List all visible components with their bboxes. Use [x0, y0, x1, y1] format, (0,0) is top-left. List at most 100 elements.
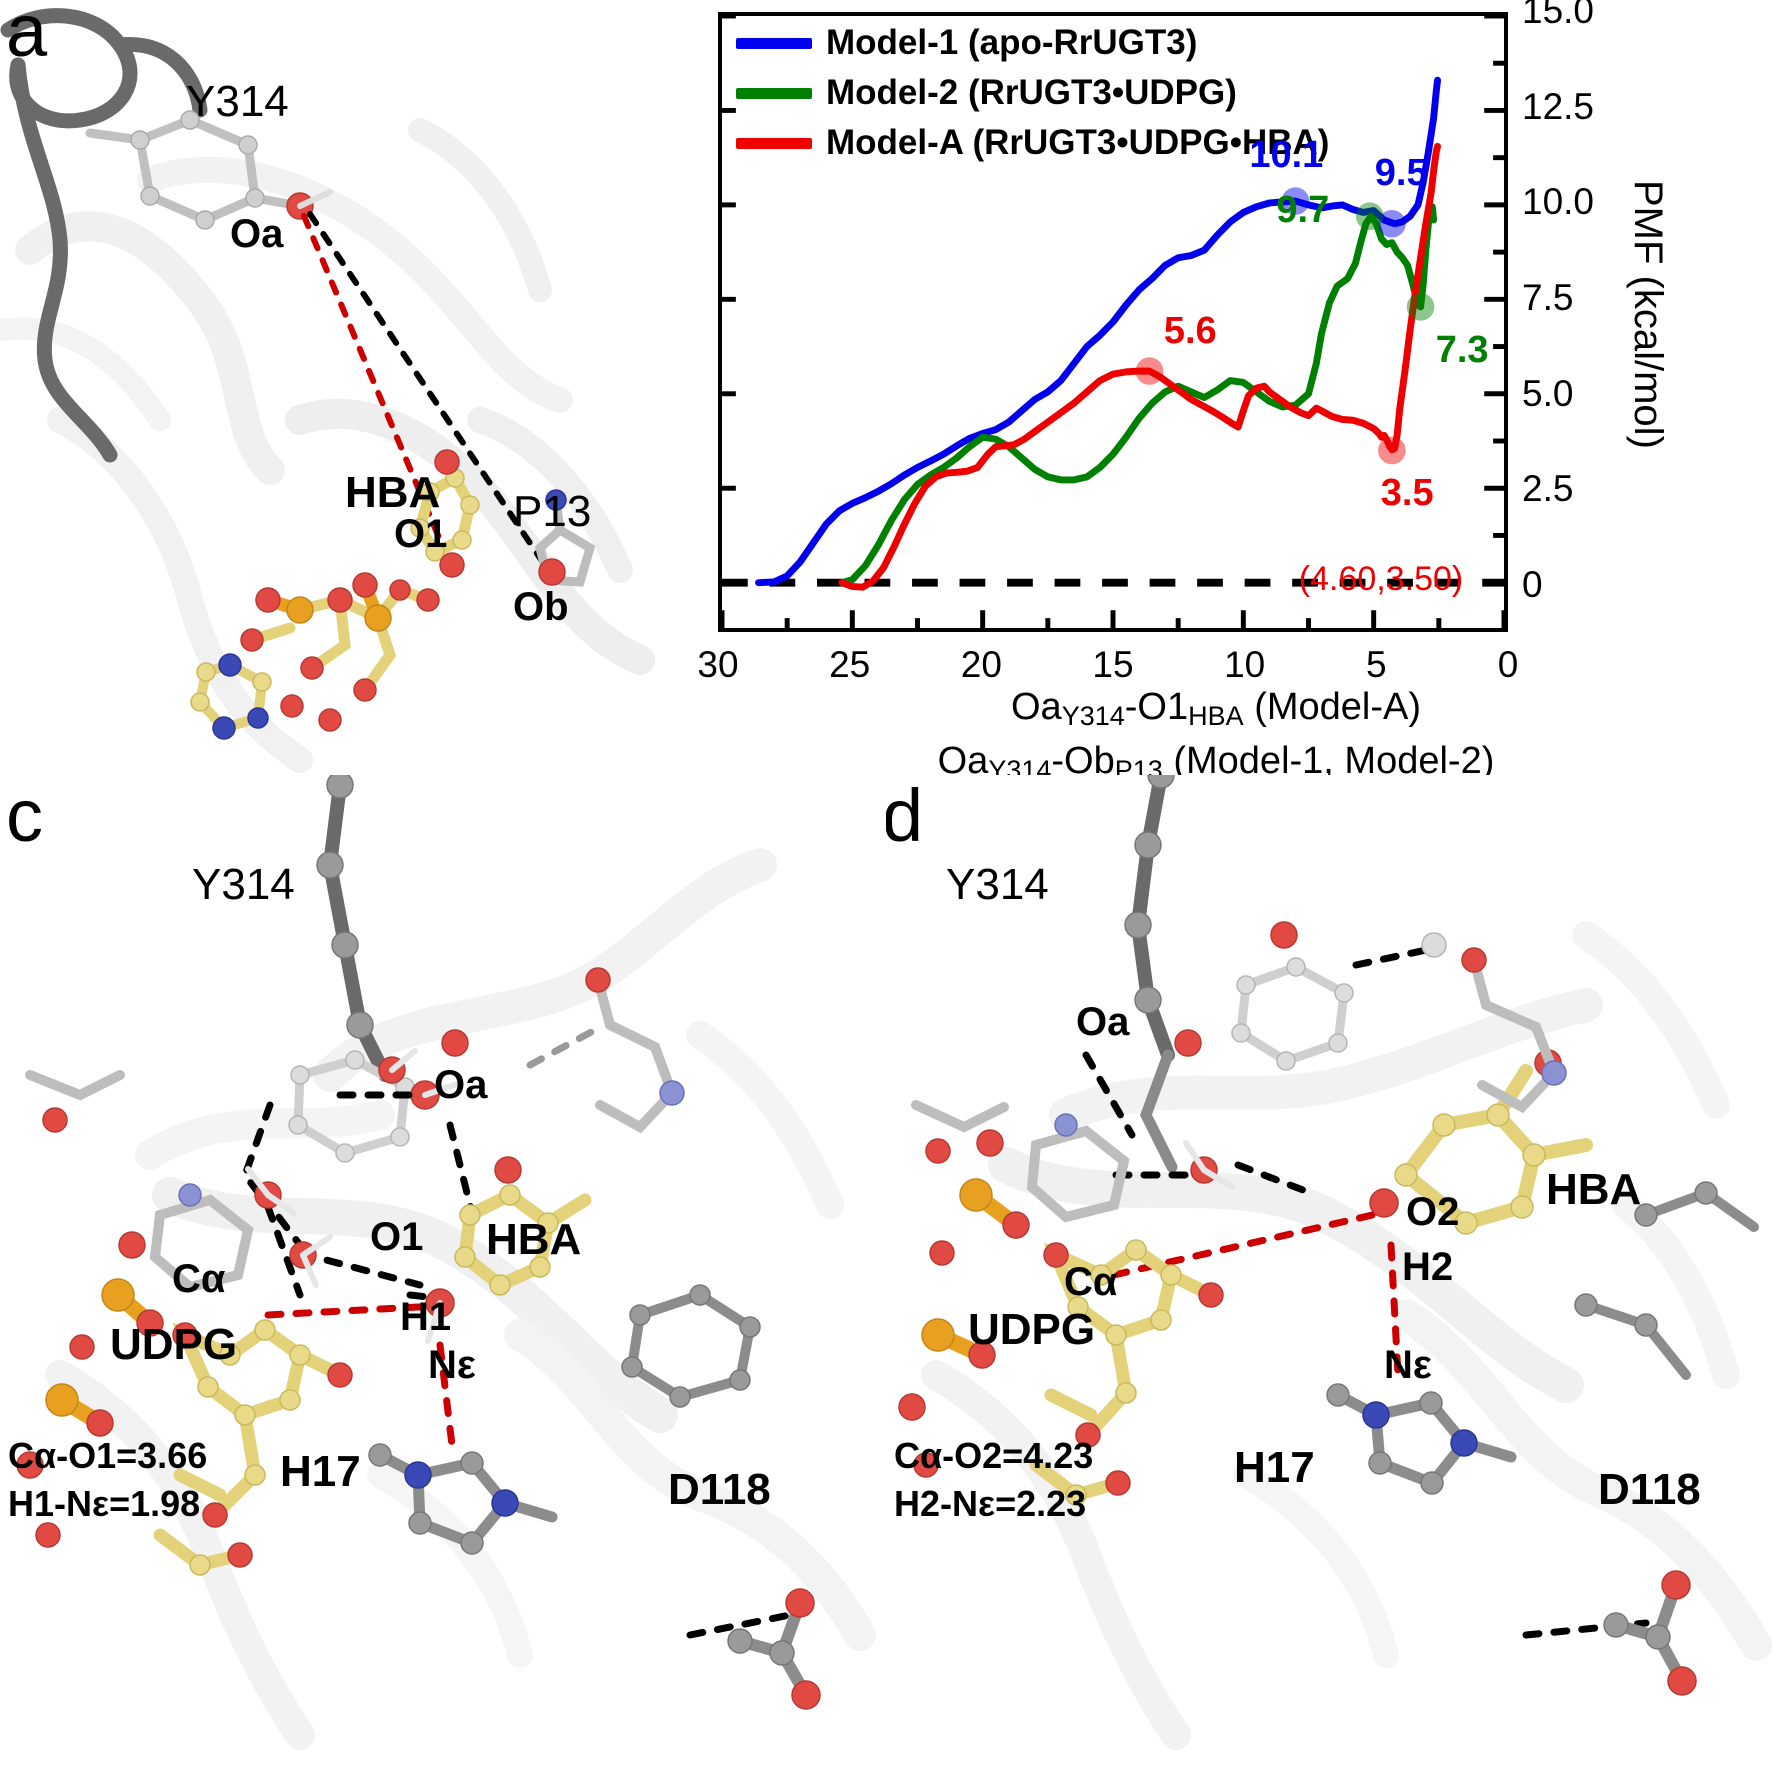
label-h17: H17 — [1234, 1443, 1315, 1492]
label-oa: Oa — [1076, 1000, 1130, 1044]
legend-item-model-2: Model-2 (RrUGT3•UDPG) — [736, 68, 1329, 118]
hbond-line-5 — [296, 1249, 424, 1289]
label-d118: D118 — [668, 1465, 771, 1514]
label-udpg: UDPG — [968, 1305, 1096, 1354]
annotation-4: 5.6 — [1163, 309, 1217, 352]
annotation-1: 9.5 — [1374, 152, 1428, 195]
chart-container: Model-1 (apo-RrUGT3) Model-2 (RrUGT3•UDP… — [660, 0, 1772, 775]
legend-swatch-model-a — [736, 137, 812, 149]
red-line-ca-o2 — [1110, 1209, 1385, 1279]
x-tick-label-5: 5 — [1366, 644, 1387, 685]
measurement-h2-ne: H2-Nε=2.23 — [894, 1483, 1087, 1524]
y-axis-title: PMF (kcal/mol) — [1626, 180, 1670, 449]
y-tick-label-6: 15.0 — [1522, 0, 1595, 31]
atom-ob-sphere — [538, 558, 566, 586]
label-nepsilon: Nε — [1384, 1343, 1432, 1387]
xtitle-1-b: -O1 — [1124, 686, 1189, 728]
red-line-ca-o1 — [264, 1301, 459, 1319]
red-line-h2-ne — [1387, 1241, 1402, 1379]
plot-frame — [718, 12, 1508, 632]
legend-swatch-model-1 — [736, 37, 812, 49]
hbond-line-4 — [264, 1203, 304, 1299]
label-y314: Y314 — [192, 860, 295, 909]
label-udpg: UDPG — [110, 1320, 238, 1369]
x-axis-title-line-2: OaY314-ObP13 (Model-1, Model-2) — [660, 740, 1772, 775]
atom-o1-sphere — [439, 552, 465, 578]
xtitle-1-a: Oa — [1010, 686, 1062, 728]
xtitle-2-b: -Ob — [1051, 740, 1115, 775]
annotation-0: 10.1 — [1249, 133, 1324, 176]
panel-c-structure: c Y314 Oa O1 HBA Cα UDPG H1 Nε H17 D118 … — [0, 775, 886, 1775]
x-tick-label-0: 30 — [697, 644, 739, 685]
xtitle-2-sub-a: Y314 — [988, 754, 1052, 775]
panel-letter-d: d — [886, 775, 924, 857]
label-hba: HBA — [1546, 1165, 1642, 1214]
atom-ne-sphere — [1362, 1401, 1390, 1429]
atom-oa-sphere — [1174, 1029, 1202, 1057]
label-ob: Ob — [513, 585, 569, 629]
legend-item-model-1: Model-1 (apo-RrUGT3) — [736, 18, 1329, 68]
label-nepsilon: Nε — [428, 1343, 476, 1387]
legend-label-model-a: Model-A (RrUGT3•UDPG•HBA) — [826, 123, 1330, 162]
label-h2: H2 — [1402, 1245, 1454, 1289]
label-hba: HBA — [486, 1215, 582, 1264]
x-tick-label-4: 10 — [1224, 644, 1266, 685]
annotation-2: 9.7 — [1276, 188, 1330, 231]
label-p13: P13 — [513, 487, 592, 536]
plot-curves — [722, 16, 1504, 628]
panel-a-structure: a Y314 Oa HBA O1 P13 Ob — [0, 0, 660, 775]
hbond-line-9 — [686, 1611, 794, 1639]
annotation-5: 3.5 — [1380, 472, 1434, 515]
hbond-line-top — [1352, 946, 1430, 969]
panel-letter-a: a — [6, 0, 48, 72]
x-tick-label-1: 25 — [829, 644, 871, 685]
y-tick-label-2: 5.0 — [1522, 372, 1574, 414]
xtitle-2-sub-b: P13 — [1114, 754, 1163, 775]
panel-b-pmf-chart: b Model-1 (apo-RrUGT3) Model-2 (RrUGT3•U… — [660, 0, 1772, 775]
label-h1: H1 — [400, 1295, 452, 1339]
label-hba: HBA — [345, 468, 441, 517]
label-d118: D118 — [1598, 1465, 1701, 1514]
label-calpha: Cα — [172, 1257, 226, 1301]
atom-ne-sphere — [404, 1461, 432, 1489]
hbond-line-2 — [241, 1101, 274, 1199]
label-oa: Oa — [434, 1063, 488, 1107]
panel-d-molecular-render — [886, 775, 1772, 1775]
hbond-line-7 — [526, 1026, 599, 1069]
hbond-line-left — [1082, 1051, 1136, 1139]
legend-label-model-1: Model-1 (apo-RrUGT3) — [826, 23, 1198, 62]
measurement-calpha-o2: Cα-O2=4.23 — [894, 1435, 1094, 1476]
x-tick-label-3: 15 — [1092, 644, 1134, 685]
label-o2: O2 — [1406, 1190, 1460, 1234]
xtitle-2-a: Oa — [937, 740, 989, 775]
chart-legend: Model-1 (apo-RrUGT3) Model-2 (RrUGT3•UDP… — [736, 18, 1329, 168]
panel-c-molecular-render — [0, 775, 886, 1775]
distance-line-oa-o1 — [301, 213, 443, 543]
xtitle-2-c: (Model-1, Model-2) — [1162, 740, 1495, 775]
distance-line-oa-ob — [307, 211, 551, 573]
red-line-h1-ne — [436, 1341, 456, 1449]
annotation-6: (4.60,3.50) — [1298, 559, 1464, 598]
x-tick-label-6: 0 — [1497, 644, 1519, 685]
x-tick-label-2: 20 — [960, 644, 1002, 685]
label-o1: O1 — [394, 512, 448, 556]
label-h17: H17 — [280, 1447, 361, 1496]
legend-label-model-2: Model-2 (RrUGT3•UDPG) — [826, 73, 1237, 112]
label-o1: O1 — [370, 1215, 424, 1259]
atom-o2-sphere — [1369, 1188, 1399, 1218]
xtitle-1-sub-b: HBA — [1188, 700, 1244, 731]
legend-item-model-a: Model-A (RrUGT3•UDPG•HBA) — [736, 118, 1329, 168]
label-calpha: Cα — [1064, 1260, 1118, 1304]
annotation-3: 7.3 — [1435, 328, 1489, 371]
x-axis-title-line-1: OaY314-O1HBA (Model-A) — [660, 686, 1772, 732]
panel-letter-c: c — [6, 775, 43, 857]
label-y314: Y314 — [946, 860, 1049, 909]
y-tick-label-5: 12.5 — [1522, 85, 1595, 127]
label-oa: Oa — [230, 212, 284, 256]
y-tick-label-0: 0 — [1522, 564, 1543, 606]
panel-a-molecular-render — [0, 0, 660, 775]
hbond-line-mid2 — [1234, 1161, 1320, 1199]
y-tick-label-3: 7.5 — [1522, 277, 1574, 319]
label-y314: Y314 — [186, 77, 289, 126]
